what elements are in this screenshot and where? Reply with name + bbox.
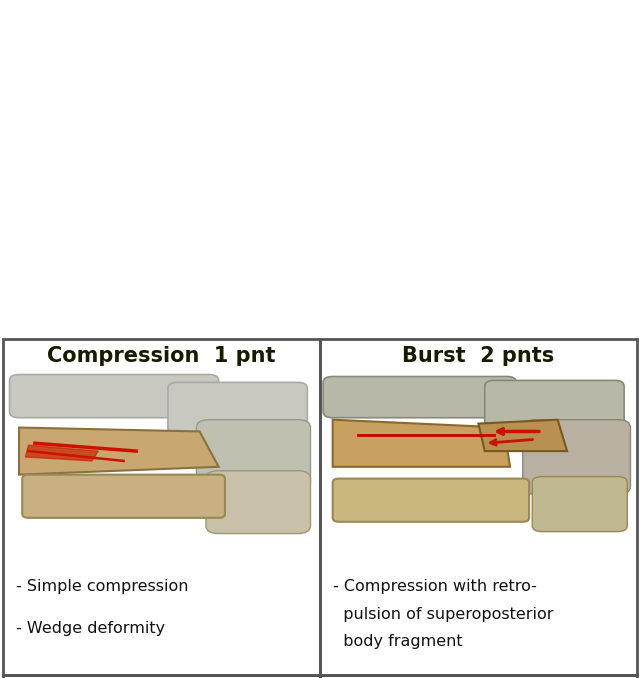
Polygon shape bbox=[26, 445, 99, 461]
FancyBboxPatch shape bbox=[532, 477, 627, 532]
FancyBboxPatch shape bbox=[206, 471, 310, 534]
FancyBboxPatch shape bbox=[196, 420, 310, 490]
FancyBboxPatch shape bbox=[10, 374, 219, 418]
Text: pulsion of superoposterior: pulsion of superoposterior bbox=[333, 607, 553, 622]
Text: - Simple compression: - Simple compression bbox=[16, 580, 188, 595]
Polygon shape bbox=[479, 420, 567, 451]
Polygon shape bbox=[333, 420, 510, 466]
Text: body fragment: body fragment bbox=[333, 635, 462, 650]
Text: - Compression with retro-: - Compression with retro- bbox=[333, 580, 536, 595]
Text: Burst  2 pnts: Burst 2 pnts bbox=[403, 346, 554, 365]
FancyBboxPatch shape bbox=[484, 380, 624, 428]
FancyBboxPatch shape bbox=[333, 479, 529, 522]
FancyBboxPatch shape bbox=[22, 475, 225, 518]
FancyBboxPatch shape bbox=[323, 376, 516, 418]
FancyBboxPatch shape bbox=[168, 382, 307, 433]
Text: Compression  1 pnt: Compression 1 pnt bbox=[47, 346, 276, 365]
Polygon shape bbox=[19, 428, 219, 475]
Text: - Wedge deformity: - Wedge deformity bbox=[16, 620, 165, 636]
FancyBboxPatch shape bbox=[523, 420, 630, 494]
